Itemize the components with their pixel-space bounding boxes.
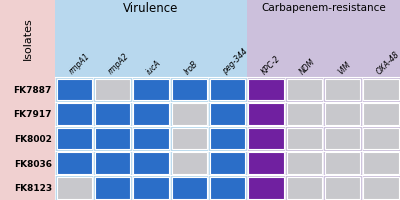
Bar xyxy=(363,128,398,150)
Bar xyxy=(325,177,360,199)
Text: FK8123: FK8123 xyxy=(14,183,52,192)
Bar xyxy=(95,153,130,174)
Bar xyxy=(248,79,284,101)
Bar xyxy=(363,153,398,174)
Bar xyxy=(95,177,130,199)
Bar xyxy=(363,104,398,125)
Bar xyxy=(95,128,130,150)
Bar xyxy=(286,104,322,125)
Bar xyxy=(56,153,92,174)
Bar xyxy=(325,153,360,174)
Bar xyxy=(172,153,207,174)
Text: FK7887: FK7887 xyxy=(14,85,52,94)
Bar xyxy=(56,104,92,125)
Bar xyxy=(363,79,398,101)
Text: rmpA1: rmpA1 xyxy=(68,51,92,76)
Text: NDM: NDM xyxy=(298,56,317,76)
Text: Virulence: Virulence xyxy=(123,1,178,14)
Bar xyxy=(172,104,207,125)
Bar xyxy=(286,128,322,150)
Bar xyxy=(325,79,360,101)
Bar xyxy=(172,177,207,199)
Bar xyxy=(210,79,245,101)
Bar xyxy=(133,128,168,150)
Bar xyxy=(210,153,245,174)
Bar xyxy=(210,104,245,125)
Bar xyxy=(56,177,92,199)
Text: IroB: IroB xyxy=(183,59,200,76)
Bar xyxy=(210,177,245,199)
Bar xyxy=(95,79,130,101)
Bar xyxy=(133,79,168,101)
Text: rmpA2: rmpA2 xyxy=(106,51,130,76)
Bar xyxy=(0,0,55,200)
Text: Isolates: Isolates xyxy=(22,18,32,60)
Bar xyxy=(248,128,284,150)
Bar xyxy=(248,177,284,199)
Bar xyxy=(133,177,168,199)
Text: OXA-48: OXA-48 xyxy=(374,49,400,76)
Bar xyxy=(133,153,168,174)
Bar xyxy=(248,153,284,174)
Bar xyxy=(133,104,168,125)
Bar xyxy=(286,79,322,101)
Text: KPC-2: KPC-2 xyxy=(260,53,282,76)
Text: iucA: iucA xyxy=(144,58,162,76)
Bar xyxy=(56,128,92,150)
Bar xyxy=(286,153,322,174)
Bar xyxy=(247,0,400,200)
Text: VIM: VIM xyxy=(336,59,352,76)
Text: Carbapenem-resistance: Carbapenem-resistance xyxy=(261,3,386,13)
Bar xyxy=(248,104,284,125)
Bar xyxy=(55,0,247,200)
Text: FK8036: FK8036 xyxy=(14,159,52,168)
Bar xyxy=(95,104,130,125)
Text: FK8002: FK8002 xyxy=(14,134,52,143)
Bar xyxy=(172,128,207,150)
Text: FK7917: FK7917 xyxy=(14,110,52,119)
Bar xyxy=(286,177,322,199)
Bar xyxy=(210,128,245,150)
Bar xyxy=(172,79,207,101)
Text: peg-344: peg-344 xyxy=(221,47,250,76)
Bar xyxy=(325,104,360,125)
Bar xyxy=(363,177,398,199)
Bar xyxy=(325,128,360,150)
Bar xyxy=(56,79,92,101)
